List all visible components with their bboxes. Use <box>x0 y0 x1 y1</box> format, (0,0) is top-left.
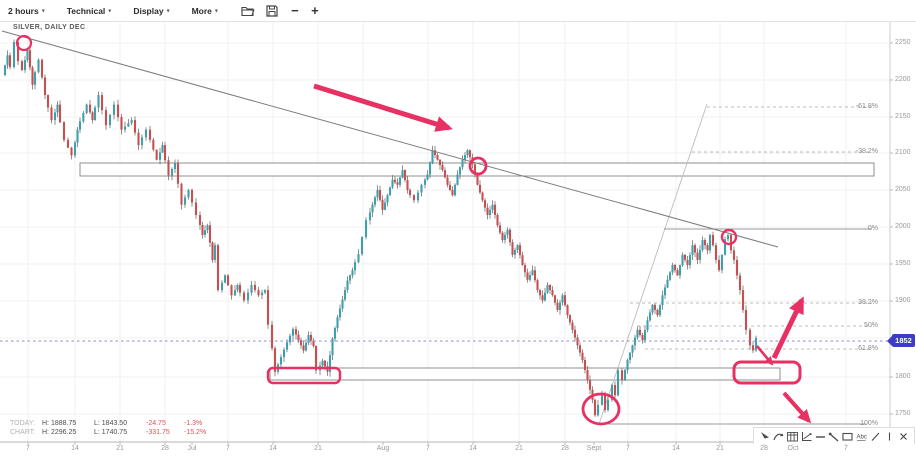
annotations-layer <box>15 34 812 426</box>
price-axis-label: 2050 <box>895 186 911 193</box>
zoom-out-button[interactable]: − <box>291 2 299 18</box>
descending-trendline[interactable] <box>1 30 779 248</box>
fib-level-label: 50% <box>863 322 878 329</box>
chevron-down-icon: ▾ <box>41 8 45 15</box>
legend-chart-label: CHART: <box>10 429 36 436</box>
date-axis-label: 14 <box>672 445 680 452</box>
legend-chart-high: H: 2296.25 <box>42 429 77 436</box>
chevron-down-icon: ▾ <box>166 8 170 15</box>
more-menu[interactable]: More ▾ <box>192 6 218 16</box>
price-axis-label: 1750 <box>895 410 911 417</box>
date-axis-label: Oct <box>787 445 799 452</box>
fib-level-label: 0% <box>867 225 878 232</box>
date-axis-label: 21 <box>515 445 523 452</box>
pointer-icon[interactable] <box>758 430 771 443</box>
top-toolbar: 2 hours ▾ Technical ▾ Display ▾ More ▾ −… <box>0 0 916 22</box>
legend-today-low: L: 1843.50 <box>94 420 128 427</box>
price-axis-label: 1950 <box>895 260 911 267</box>
fib-level-label: 100% <box>860 420 878 427</box>
price-axis-label: 1900 <box>895 297 911 304</box>
ray-icon[interactable] <box>869 430 882 443</box>
more-menu-label: More <box>191 5 212 16</box>
interval-menu-label: 2 hours <box>8 5 39 16</box>
circle-sept-low[interactable] <box>581 392 621 426</box>
highlight-box-left[interactable] <box>266 366 342 385</box>
legend-today-change: -24.75 <box>146 420 166 427</box>
ohlc-legend: TODAY: H: 1888.75 L: 1843.50 -24.75 -1.3% CH… <box>10 419 216 437</box>
fib-level-label: -38.2% <box>855 148 878 155</box>
interval-menu[interactable]: 2 hours ▾ <box>8 6 45 16</box>
date-axis-label: 7 <box>844 445 848 452</box>
svg-text:Abc: Abc <box>857 434 867 440</box>
fib-level-label: 61.8% <box>858 345 878 352</box>
horizontal-line-icon[interactable] <box>814 430 827 443</box>
date-axis-label: 28 <box>561 445 569 452</box>
candle-bodies <box>3 42 758 416</box>
display-menu[interactable]: Display ▾ <box>133 6 169 16</box>
arrow-bounce-up[interactable] <box>771 296 805 360</box>
circle-trendline-touch[interactable] <box>468 156 488 176</box>
legend-today-high: H: 1888.75 <box>42 420 77 427</box>
price-axis-label: 2250 <box>895 39 911 46</box>
text-icon[interactable]: Abc <box>855 430 868 443</box>
trend-chart-icon[interactable] <box>800 430 813 443</box>
drawing-toolbar: Abc <box>753 427 915 444</box>
rectangle-icon[interactable] <box>841 430 854 443</box>
technical-menu[interactable]: Technical ▾ <box>67 6 112 16</box>
curve-arrow-icon[interactable] <box>772 430 785 443</box>
date-axis-label: 28 <box>161 445 169 452</box>
trendline-icon[interactable] <box>827 430 840 443</box>
technical-menu-label: Technical <box>66 5 106 16</box>
date-axis-label: Aug <box>376 445 390 452</box>
price-axis-label: 1800 <box>895 373 911 380</box>
date-axis-label: 21 <box>314 445 322 452</box>
fib-grid-icon[interactable] <box>786 430 799 443</box>
arrow-breakdown[interactable] <box>782 391 812 424</box>
save-icon[interactable] <box>264 3 280 19</box>
arrow-downtrend[interactable] <box>313 83 453 132</box>
vertical-line-icon[interactable] <box>883 430 896 443</box>
price-axis-label: 2150 <box>895 113 911 120</box>
arrow-to-support[interactable] <box>756 345 774 366</box>
date-axis-label: Jul <box>187 445 197 452</box>
date-axis-label: 7 <box>226 445 230 452</box>
date-axis-label: 14 <box>269 445 277 452</box>
open-folder-icon[interactable] <box>240 3 256 19</box>
date-axis-label: 7 <box>626 445 630 452</box>
current-price-tag: 1852 <box>887 334 915 347</box>
legend-chart-low: L: 1740.75 <box>94 429 128 436</box>
fib-level-label: 38.2% <box>858 299 878 306</box>
date-axis-label: 14 <box>469 445 477 452</box>
support-zone[interactable] <box>269 367 781 381</box>
legend-today-row: TODAY: H: 1888.75 L: 1843.50 -24.75 -1.3% <box>10 419 216 428</box>
price-axis-label: 2100 <box>895 149 911 156</box>
date-axis-label: 7 <box>426 445 430 452</box>
price-axis-label: 2000 <box>895 223 911 230</box>
date-axis-label: 21 <box>116 445 124 452</box>
date-axis-label: Sept <box>586 445 602 452</box>
chevron-down-icon: ▾ <box>108 8 112 15</box>
legend-chart-row: CHART: H: 2296.25 L: 1740.75 -331.75 -15.2% <box>10 428 216 437</box>
display-menu-label: Display <box>133 5 164 16</box>
circle-zero-pct-touch[interactable] <box>720 228 738 246</box>
zoom-in-button[interactable]: + <box>311 2 319 18</box>
legend-chart-pct: -15.2% <box>184 429 207 436</box>
delete-icon[interactable] <box>897 430 910 443</box>
legend-chart-change: -331.75 <box>146 429 170 436</box>
date-axis-label: 14 <box>71 445 79 452</box>
price-axis-label: 2200 <box>895 76 911 83</box>
legend-today-label: TODAY: <box>10 420 36 427</box>
chevron-down-icon: ▾ <box>214 8 218 15</box>
circle-swing-high[interactable] <box>15 34 33 52</box>
date-axis-label: 21 <box>716 445 724 452</box>
date-axis-label: 7 <box>26 445 30 452</box>
candle-wicks <box>4 39 757 417</box>
legend-today-pct: -1.3% <box>184 420 203 427</box>
symbol-label: SILVER, DAILY DEC <box>13 24 86 31</box>
fib-level-label: -61.8% <box>855 103 878 110</box>
date-axis-label: 28 <box>760 445 768 452</box>
